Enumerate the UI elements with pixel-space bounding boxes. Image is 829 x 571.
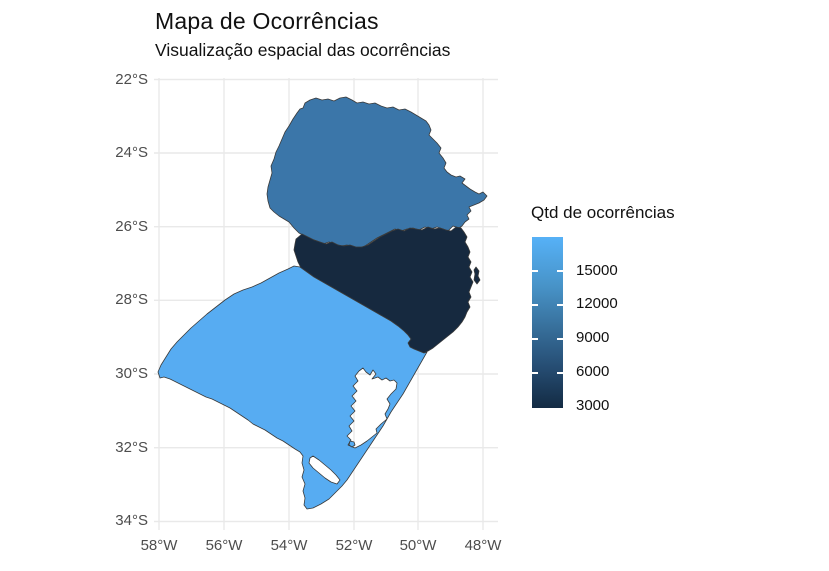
x-tick-56w: 56°W (205, 537, 243, 554)
x-tick-50w: 50°W (399, 537, 437, 554)
map-region-rio-grande-do-sul-island (348, 440, 356, 448)
plot-title: Mapa de Ocorrências (155, 8, 379, 34)
legend-label-3000: 3000 (576, 397, 610, 414)
legend-tick-15000-right (557, 270, 563, 272)
legend-tick-6000-right (557, 372, 563, 374)
map-region-rio-grande-do-sul (157, 265, 428, 510)
x-tick-54w: 54°W (270, 537, 308, 554)
map-region-santa-catarina-island (473, 266, 481, 285)
legend-title: Qtd de ocorrências (531, 203, 675, 222)
x-tick-58w: 58°W (140, 537, 178, 554)
legend-tick-15000-left (532, 270, 538, 272)
map-region-paran- (266, 96, 488, 249)
x-tick-52w: 52°W (335, 537, 373, 554)
legend-tick-9000-right (557, 338, 563, 340)
legend-tick-12000-right (557, 304, 563, 306)
y-tick-34s: 34°S (115, 512, 148, 529)
legend-tick-6000-left (532, 372, 538, 374)
legend-colorbar (532, 237, 563, 408)
legend-tick-12000-left (532, 304, 538, 306)
legend-label-9000: 9000 (576, 329, 610, 346)
y-tick-22s: 22°S (115, 71, 148, 88)
y-tick-30s: 30°S (115, 365, 148, 382)
y-tick-28s: 28°S (115, 291, 148, 308)
y-tick-32s: 32°S (115, 439, 148, 456)
legend-tick-9000-left (532, 338, 538, 340)
plot-subtitle: Visualização espacial das ocorrências (155, 40, 451, 60)
map-regions (157, 96, 488, 510)
legend-label-6000: 6000 (576, 363, 610, 380)
y-tick-26s: 26°S (115, 218, 148, 235)
x-tick-48w: 48°W (464, 537, 502, 554)
y-tick-24s: 24°S (115, 144, 148, 161)
legend-label-15000: 15000 (576, 262, 618, 279)
legend-label-12000: 12000 (576, 295, 618, 312)
